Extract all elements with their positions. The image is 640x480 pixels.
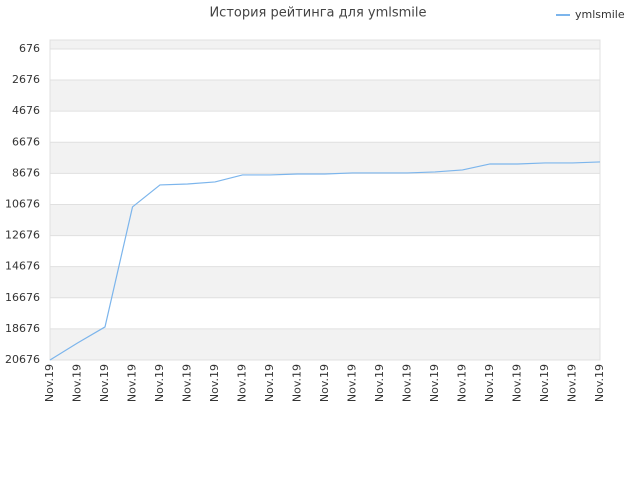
y-tick-label: 16676 (5, 291, 40, 304)
plot-band (50, 80, 600, 112)
y-tick-label: 12676 (5, 229, 40, 242)
y-tick-label: 10676 (5, 197, 40, 210)
x-tick-label: Nov.19 (538, 364, 551, 402)
x-tick-label: Nov.19 (236, 364, 249, 402)
x-tick-label: Nov.19 (126, 364, 139, 402)
x-tick-label: Nov.19 (373, 364, 386, 402)
x-tick-label: Nov.19 (98, 364, 111, 402)
plot-band (50, 266, 600, 298)
x-tick-label: Nov.19 (346, 364, 359, 402)
y-tick-label: 2676 (12, 73, 40, 86)
y-tick-label: 14676 (5, 260, 40, 273)
legend-label: ymlsmile (575, 8, 625, 21)
plot-band (50, 328, 600, 360)
x-tick-label: Nov.19 (483, 364, 496, 402)
x-tick-label: Nov.19 (456, 364, 469, 402)
y-tick-label: 8676 (12, 166, 40, 179)
x-tick-label: Nov.19 (593, 364, 606, 402)
x-tick-label: Nov.19 (401, 364, 414, 402)
plot-band (50, 142, 600, 174)
x-tick-label: Nov.19 (428, 364, 441, 402)
plot-band (50, 204, 600, 236)
x-tick-label: Nov.19 (208, 364, 221, 402)
line (49, 161, 601, 361)
plot-band (50, 40, 600, 49)
x-tick-label: Nov.19 (291, 364, 304, 402)
y-tick-label: 18676 (5, 322, 40, 335)
x-tick-label: Nov.19 (263, 364, 276, 402)
x-tick-label: Nov.19 (71, 364, 84, 402)
y-tick-label: 676 (19, 42, 40, 55)
x-tick-label: Nov.19 (181, 364, 194, 402)
x-tick-label: Nov.19 (153, 364, 166, 402)
y-tick-label: 4676 (12, 104, 40, 117)
chart-title: История рейтинга для ymlsmile (209, 6, 426, 21)
x-tick-label: Nov.19 (43, 364, 56, 402)
x-tick-label: Nov.19 (511, 364, 524, 402)
y-tick-label: 6676 (12, 135, 40, 148)
x-tick-label: Nov.19 (318, 364, 331, 402)
x-tick-label: Nov.19 (566, 364, 579, 402)
y-tick-label: 20676 (5, 353, 40, 366)
